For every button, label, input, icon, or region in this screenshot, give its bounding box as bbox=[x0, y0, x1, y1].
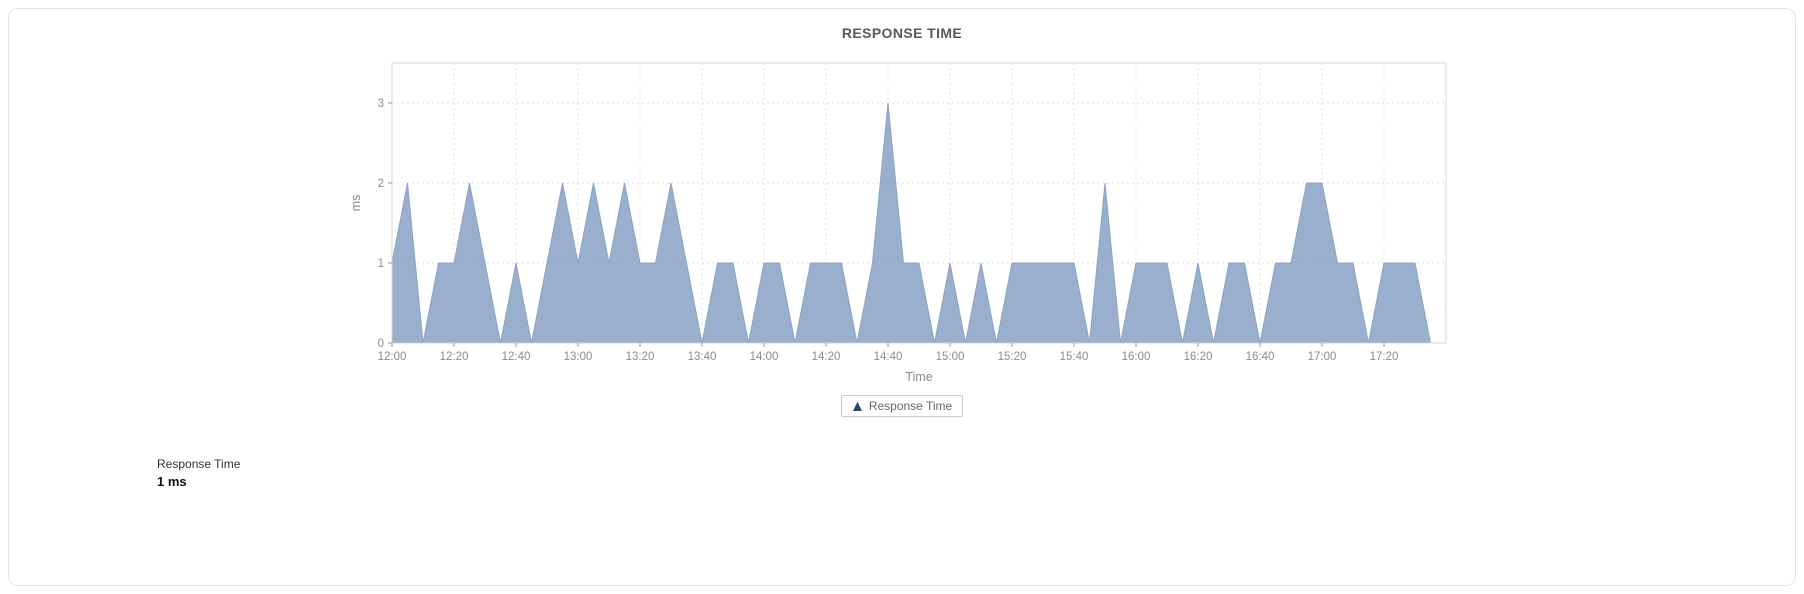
svg-text:15:40: 15:40 bbox=[1060, 351, 1089, 363]
chart-title: RESPONSE TIME bbox=[841, 25, 963, 41]
svg-text:12:20: 12:20 bbox=[440, 351, 469, 363]
svg-text:15:20: 15:20 bbox=[998, 351, 1027, 363]
plot-area: 12:00 12:20 12:40 13:00 13:20 13:40 14:00 14:20… bbox=[378, 62, 1447, 363]
svg-text:14:00: 14:00 bbox=[750, 351, 779, 363]
legend-label: Response Time bbox=[868, 399, 953, 413]
response-time-area-chart[interactable]: 12:00 12:20 12:40 13:00 13:20 13:40 14:00 14:20… bbox=[342, 49, 1462, 389]
x-axis-title: Time bbox=[905, 370, 932, 384]
svg-text:16:20: 16:20 bbox=[1184, 351, 1213, 363]
svg-text:13:40: 13:40 bbox=[688, 351, 717, 363]
svg-text:16:40: 16:40 bbox=[1246, 351, 1275, 363]
svg-text:13:20: 13:20 bbox=[626, 351, 655, 363]
svg-text:2: 2 bbox=[378, 178, 384, 190]
svg-text:0: 0 bbox=[378, 338, 384, 350]
summary-label: Response Time bbox=[157, 457, 241, 471]
svg-text:12:00: 12:00 bbox=[378, 351, 407, 363]
svg-text:12:40: 12:40 bbox=[502, 351, 531, 363]
svg-text:16:00: 16:00 bbox=[1122, 351, 1151, 363]
legend-area-glyph bbox=[852, 401, 863, 412]
summary-value: 1 ms bbox=[157, 474, 187, 489]
svg-text:13:00: 13:00 bbox=[564, 351, 593, 363]
y-axis-title: ms bbox=[349, 195, 363, 212]
svg-text:14:20: 14:20 bbox=[812, 351, 841, 363]
svg-text:14:40: 14:40 bbox=[874, 351, 903, 363]
svg-text:17:00: 17:00 bbox=[1308, 351, 1337, 363]
legend-item-response-time[interactable]: Response Time bbox=[840, 395, 964, 417]
summary-block: Response Time 1 ms bbox=[157, 457, 240, 489]
chart-card: RESPONSE TIME 12:00 12:20 12:40 13:00 13:20 1… bbox=[8, 8, 1796, 586]
svg-text:3: 3 bbox=[378, 98, 384, 110]
svg-text:17:20: 17:20 bbox=[1370, 351, 1399, 363]
svg-text:1: 1 bbox=[378, 258, 384, 270]
svg-text:15:00: 15:00 bbox=[936, 351, 965, 363]
chart-container: RESPONSE TIME 12:00 12:20 12:40 13:00 13:20 1… bbox=[342, 25, 1462, 417]
legend-row: Response Time bbox=[342, 395, 1462, 417]
